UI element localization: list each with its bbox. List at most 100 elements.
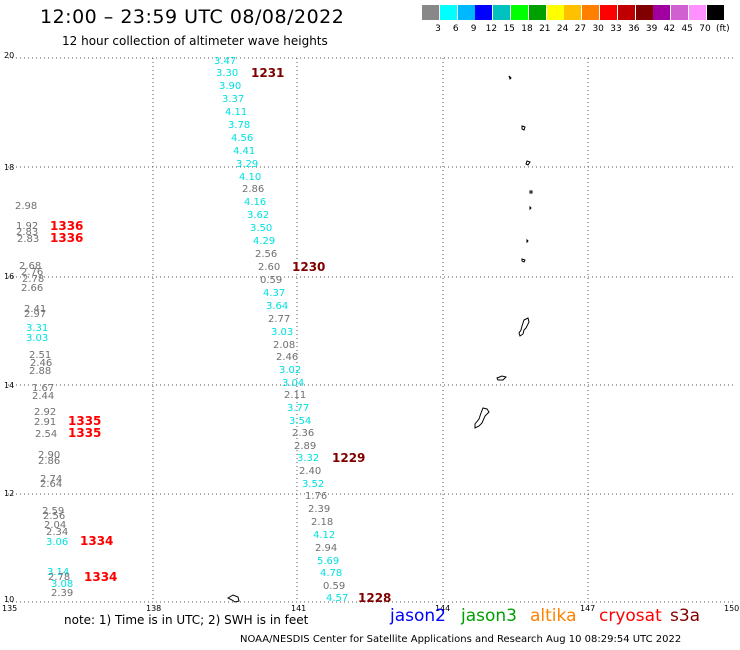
wave-height-value: 3.52 xyxy=(302,479,324,490)
wave-height-value: 2.64 xyxy=(40,479,62,490)
wave-height-value: 2.39 xyxy=(308,504,330,515)
wave-height-value: 3.29 xyxy=(236,159,258,170)
pass-time-label: 1230 xyxy=(292,260,325,274)
lon-label: 144 xyxy=(435,604,450,613)
wave-height-value: 2.98 xyxy=(15,201,37,212)
wave-height-value: 2.40 xyxy=(299,466,321,477)
wave-height-value: 3.90 xyxy=(219,81,241,92)
legend-label: 36 xyxy=(628,24,640,34)
wave-height-value: 2.94 xyxy=(315,543,337,554)
wave-height-value: 2.11 xyxy=(284,390,306,401)
pass-time-label: 1335 xyxy=(68,426,101,440)
wave-height-value: 3.78 xyxy=(228,120,250,131)
wave-height-value: 2.39 xyxy=(51,588,73,599)
wave-height-values: 3.473.30 3.90 3.37 4.11 3.78 4.56 4.41 3.29 4.10… xyxy=(15,56,348,604)
wave-height-value: 2.97 xyxy=(24,309,46,320)
wave-height-value: 4.41 xyxy=(233,146,255,157)
island-outline xyxy=(474,407,490,429)
wave-height-value: 4.16 xyxy=(244,197,266,208)
wave-height-value: 2.59 xyxy=(42,506,64,517)
lat-label: 18 xyxy=(4,163,14,172)
legend-label: 6 xyxy=(452,24,459,34)
wave-height-value: 2.04 xyxy=(44,520,66,531)
wave-height-value: 4.56 xyxy=(231,133,253,144)
wave-height-value: 5.69 xyxy=(317,556,339,567)
note-text: note: 1) Time is in UTC; 2) SWH is in fe… xyxy=(64,613,309,627)
wave-height-value: 2.91 xyxy=(34,417,56,428)
lon-label: 135 xyxy=(2,604,17,613)
wave-height-value: 2.56 xyxy=(255,249,277,260)
lon-label: 138 xyxy=(146,604,161,613)
wave-height-value: 3.32 xyxy=(297,453,319,464)
lat-lon-grid xyxy=(8,57,735,603)
wave-height-value: 4.11 xyxy=(225,107,247,118)
pass-time-label: 1336 xyxy=(50,219,83,233)
island-outline xyxy=(525,160,531,166)
wave-height-value: 3.47 xyxy=(214,56,236,67)
island-outline xyxy=(529,205,532,211)
lat-label: 20 xyxy=(4,51,14,60)
wave-height-value: 2.41 xyxy=(24,304,46,315)
legend-swatch xyxy=(475,5,493,20)
wave-height-value: 2.51 xyxy=(29,350,51,361)
wave-height-value: 3.30 xyxy=(216,68,238,79)
chart-subtitle: 12 hour collection of altimeter wave hei… xyxy=(62,34,328,48)
wave-height-value: 2.88 xyxy=(29,366,51,377)
wave-height-value: 2.56 xyxy=(43,511,65,522)
pass-time-label: 1336 xyxy=(50,231,83,245)
legend-swatch xyxy=(493,5,511,20)
pass-time-label: 1229 xyxy=(332,451,365,465)
chart-title: 12:00 – 23:59 UTC 08/08/2022 xyxy=(40,6,345,28)
wave-height-value: 4.37 xyxy=(263,288,285,299)
legend-swatch xyxy=(706,5,724,20)
wave-height-value: 2.77 xyxy=(268,314,290,325)
lon-label: 141 xyxy=(291,604,306,613)
satellite-label-cryosat: cryosat xyxy=(599,606,662,626)
wave-height-value: 4.57 xyxy=(326,593,348,604)
wave-height-value: 2.46 xyxy=(30,358,52,369)
wave-height-value: 1.92 xyxy=(16,221,38,232)
legend-swatch xyxy=(528,5,546,20)
island-outline xyxy=(226,594,240,603)
legend-swatch xyxy=(653,5,671,20)
satellite-label-s3a: s3a xyxy=(670,606,701,626)
legend-swatch xyxy=(689,5,706,20)
legend-label: 45 xyxy=(681,24,693,34)
wave-height-value: 4.10 xyxy=(239,172,261,183)
wave-height-value: 3.03 xyxy=(271,327,293,338)
legend-swatch xyxy=(511,5,528,20)
island-outline xyxy=(496,375,507,381)
satellite-label-jason2: jason2 xyxy=(390,606,446,626)
wave-height-value: 2.90 xyxy=(38,450,60,461)
legend-swatch xyxy=(439,5,457,20)
wave-height-value: 2.60 xyxy=(258,262,280,273)
island-outline xyxy=(518,317,530,337)
wave-height-value: 2.78 xyxy=(48,572,70,583)
wave-height-value: 3.64 xyxy=(266,301,288,312)
lon-label: 150 xyxy=(724,604,739,613)
wave-height-value: 0.59 xyxy=(323,581,345,592)
wave-height-value: 2.36 xyxy=(292,428,314,439)
legend-label: 42 xyxy=(663,24,676,34)
wave-height-value: 3.50 xyxy=(250,223,272,234)
wave-height-value: 2.78 xyxy=(22,274,44,285)
legend-swatch xyxy=(671,5,689,20)
wave-height-value: 1.76 xyxy=(305,491,327,502)
wave-height-value: 2.68 xyxy=(19,261,41,272)
legend-swatch xyxy=(457,5,475,20)
wave-height-value: 2.74 xyxy=(40,474,62,485)
wave-height-value: 3.54 xyxy=(289,416,311,427)
legend-label: 3 xyxy=(435,24,441,34)
legend-label: 15 xyxy=(503,24,515,34)
pass-time-label: 1335 xyxy=(68,414,101,428)
wave-height-value: 3.77 xyxy=(287,403,309,414)
wave-height-value: 2.92 xyxy=(34,407,56,418)
wave-height-value: 2.86 xyxy=(38,456,60,467)
footer-credit: NOAA/NESDIS Center for Satellite Applica… xyxy=(240,634,682,645)
wave-height-value: 2.83 xyxy=(17,234,39,245)
wave-height-value: 3.37 xyxy=(222,94,244,105)
satellite-label-altika: altika xyxy=(530,606,577,626)
wave-height-value: 2.44 xyxy=(32,391,54,402)
